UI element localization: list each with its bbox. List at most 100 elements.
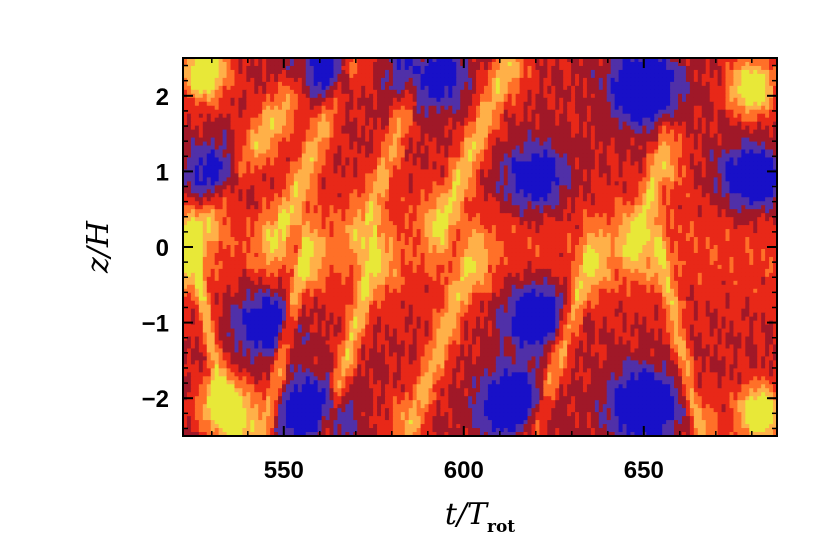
heatmap-cell <box>258 145 263 151</box>
heatmap-cell <box>547 145 552 151</box>
heatmap-cell <box>503 89 509 95</box>
heatmap-cell <box>579 65 584 71</box>
heatmap-cell <box>321 121 327 127</box>
heatmap-cell <box>717 121 723 127</box>
heatmap-cell <box>650 173 655 178</box>
heatmap-cell <box>499 58 505 63</box>
heatmap-cell <box>341 153 346 159</box>
heatmap-cell <box>681 153 687 159</box>
heatmap-cell <box>388 149 394 155</box>
heatmap-cell <box>630 61 636 67</box>
heatmap-cell <box>499 145 505 151</box>
heatmap-cell <box>705 77 711 83</box>
heatmap-cell <box>511 185 517 190</box>
heatmap-cell <box>606 101 612 107</box>
heatmap-cell <box>377 105 382 111</box>
heatmap-cell <box>432 161 438 167</box>
heatmap-cell <box>610 173 616 178</box>
heatmap-cell <box>396 117 402 123</box>
heatmap-cell <box>555 125 560 131</box>
heatmap-cell <box>511 121 517 127</box>
heatmap-cell <box>491 121 497 127</box>
heatmap-cell <box>523 185 529 190</box>
heatmap-cell <box>678 133 683 139</box>
heatmap-cell <box>646 149 651 155</box>
heatmap-cell <box>353 105 358 111</box>
heatmap-cell <box>289 157 295 163</box>
heatmap-cell <box>349 137 354 143</box>
heatmap-cell <box>543 157 548 163</box>
heatmap-cell <box>218 121 224 127</box>
heatmap-cell <box>555 181 560 186</box>
heatmap-cell <box>678 73 683 79</box>
heatmap-cell <box>313 189 319 194</box>
heatmap-cell <box>602 137 608 143</box>
heatmap-cell <box>535 85 540 91</box>
heatmap-cell <box>412 145 418 151</box>
heatmap-cell <box>646 177 651 182</box>
heatmap-cell <box>448 129 453 135</box>
heatmap-cell <box>741 181 746 186</box>
heatmap-cell <box>579 161 584 167</box>
heatmap-cell <box>357 185 362 190</box>
heatmap-cell <box>226 189 232 194</box>
heatmap-cell <box>618 165 624 171</box>
heatmap-cell <box>765 61 770 67</box>
heatmap-cell <box>452 81 457 87</box>
heatmap-cell <box>543 153 548 159</box>
heatmap-cell <box>634 65 639 71</box>
heatmap-cell <box>305 149 311 155</box>
heatmap-cell <box>202 93 208 99</box>
heatmap-cell <box>333 145 339 151</box>
heatmap-cell <box>511 81 517 87</box>
heatmap-cell <box>717 97 723 103</box>
heatmap-cell <box>412 173 418 178</box>
heatmap-cell <box>555 165 560 171</box>
heatmap-cell <box>301 169 307 174</box>
heatmap-cell <box>246 109 251 115</box>
heatmap-cell <box>646 109 651 115</box>
heatmap-cell <box>571 149 576 155</box>
heatmap-cell <box>194 58 200 63</box>
heatmap-cell <box>460 165 465 171</box>
heatmap-cell <box>757 133 762 139</box>
heatmap-cell <box>575 173 580 178</box>
heatmap-cell <box>579 117 584 123</box>
heatmap-cell <box>349 117 354 123</box>
heatmap-cell <box>424 117 430 123</box>
heatmap-cell <box>678 109 683 115</box>
heatmap-cell <box>428 93 434 99</box>
heatmap-cell <box>444 173 449 178</box>
heatmap-cell <box>285 121 291 127</box>
heatmap-cell <box>353 69 358 75</box>
heatmap-cell <box>705 125 711 131</box>
heatmap-cell <box>594 61 600 67</box>
heatmap-cell <box>202 149 208 155</box>
heatmap-cell <box>511 101 517 107</box>
heatmap-cell <box>206 145 212 151</box>
heatmap-cell <box>190 77 196 83</box>
heatmap-cell <box>301 141 307 147</box>
heatmap-cell <box>444 81 449 87</box>
heatmap-cell <box>369 81 374 87</box>
heatmap-cell <box>293 161 299 167</box>
heatmap-cell <box>590 165 596 171</box>
heatmap-cell <box>206 153 212 159</box>
heatmap-cell <box>602 153 608 159</box>
heatmap-cell <box>721 173 727 178</box>
heatmap-cell <box>392 121 398 127</box>
heatmap-cell <box>460 181 465 186</box>
heatmap-cell <box>519 97 525 103</box>
heatmap-cell <box>551 133 556 139</box>
heatmap-cell <box>353 73 358 79</box>
heatmap-cell <box>745 109 750 115</box>
heatmap-cell <box>575 65 580 71</box>
heatmap-cell <box>234 89 240 95</box>
heatmap-cell <box>274 85 279 91</box>
heatmap-cell <box>456 153 461 159</box>
heatmap-cell <box>674 133 679 139</box>
heatmap-cell <box>559 137 564 143</box>
heatmap-cell <box>246 189 251 194</box>
heatmap-cell <box>646 85 651 91</box>
